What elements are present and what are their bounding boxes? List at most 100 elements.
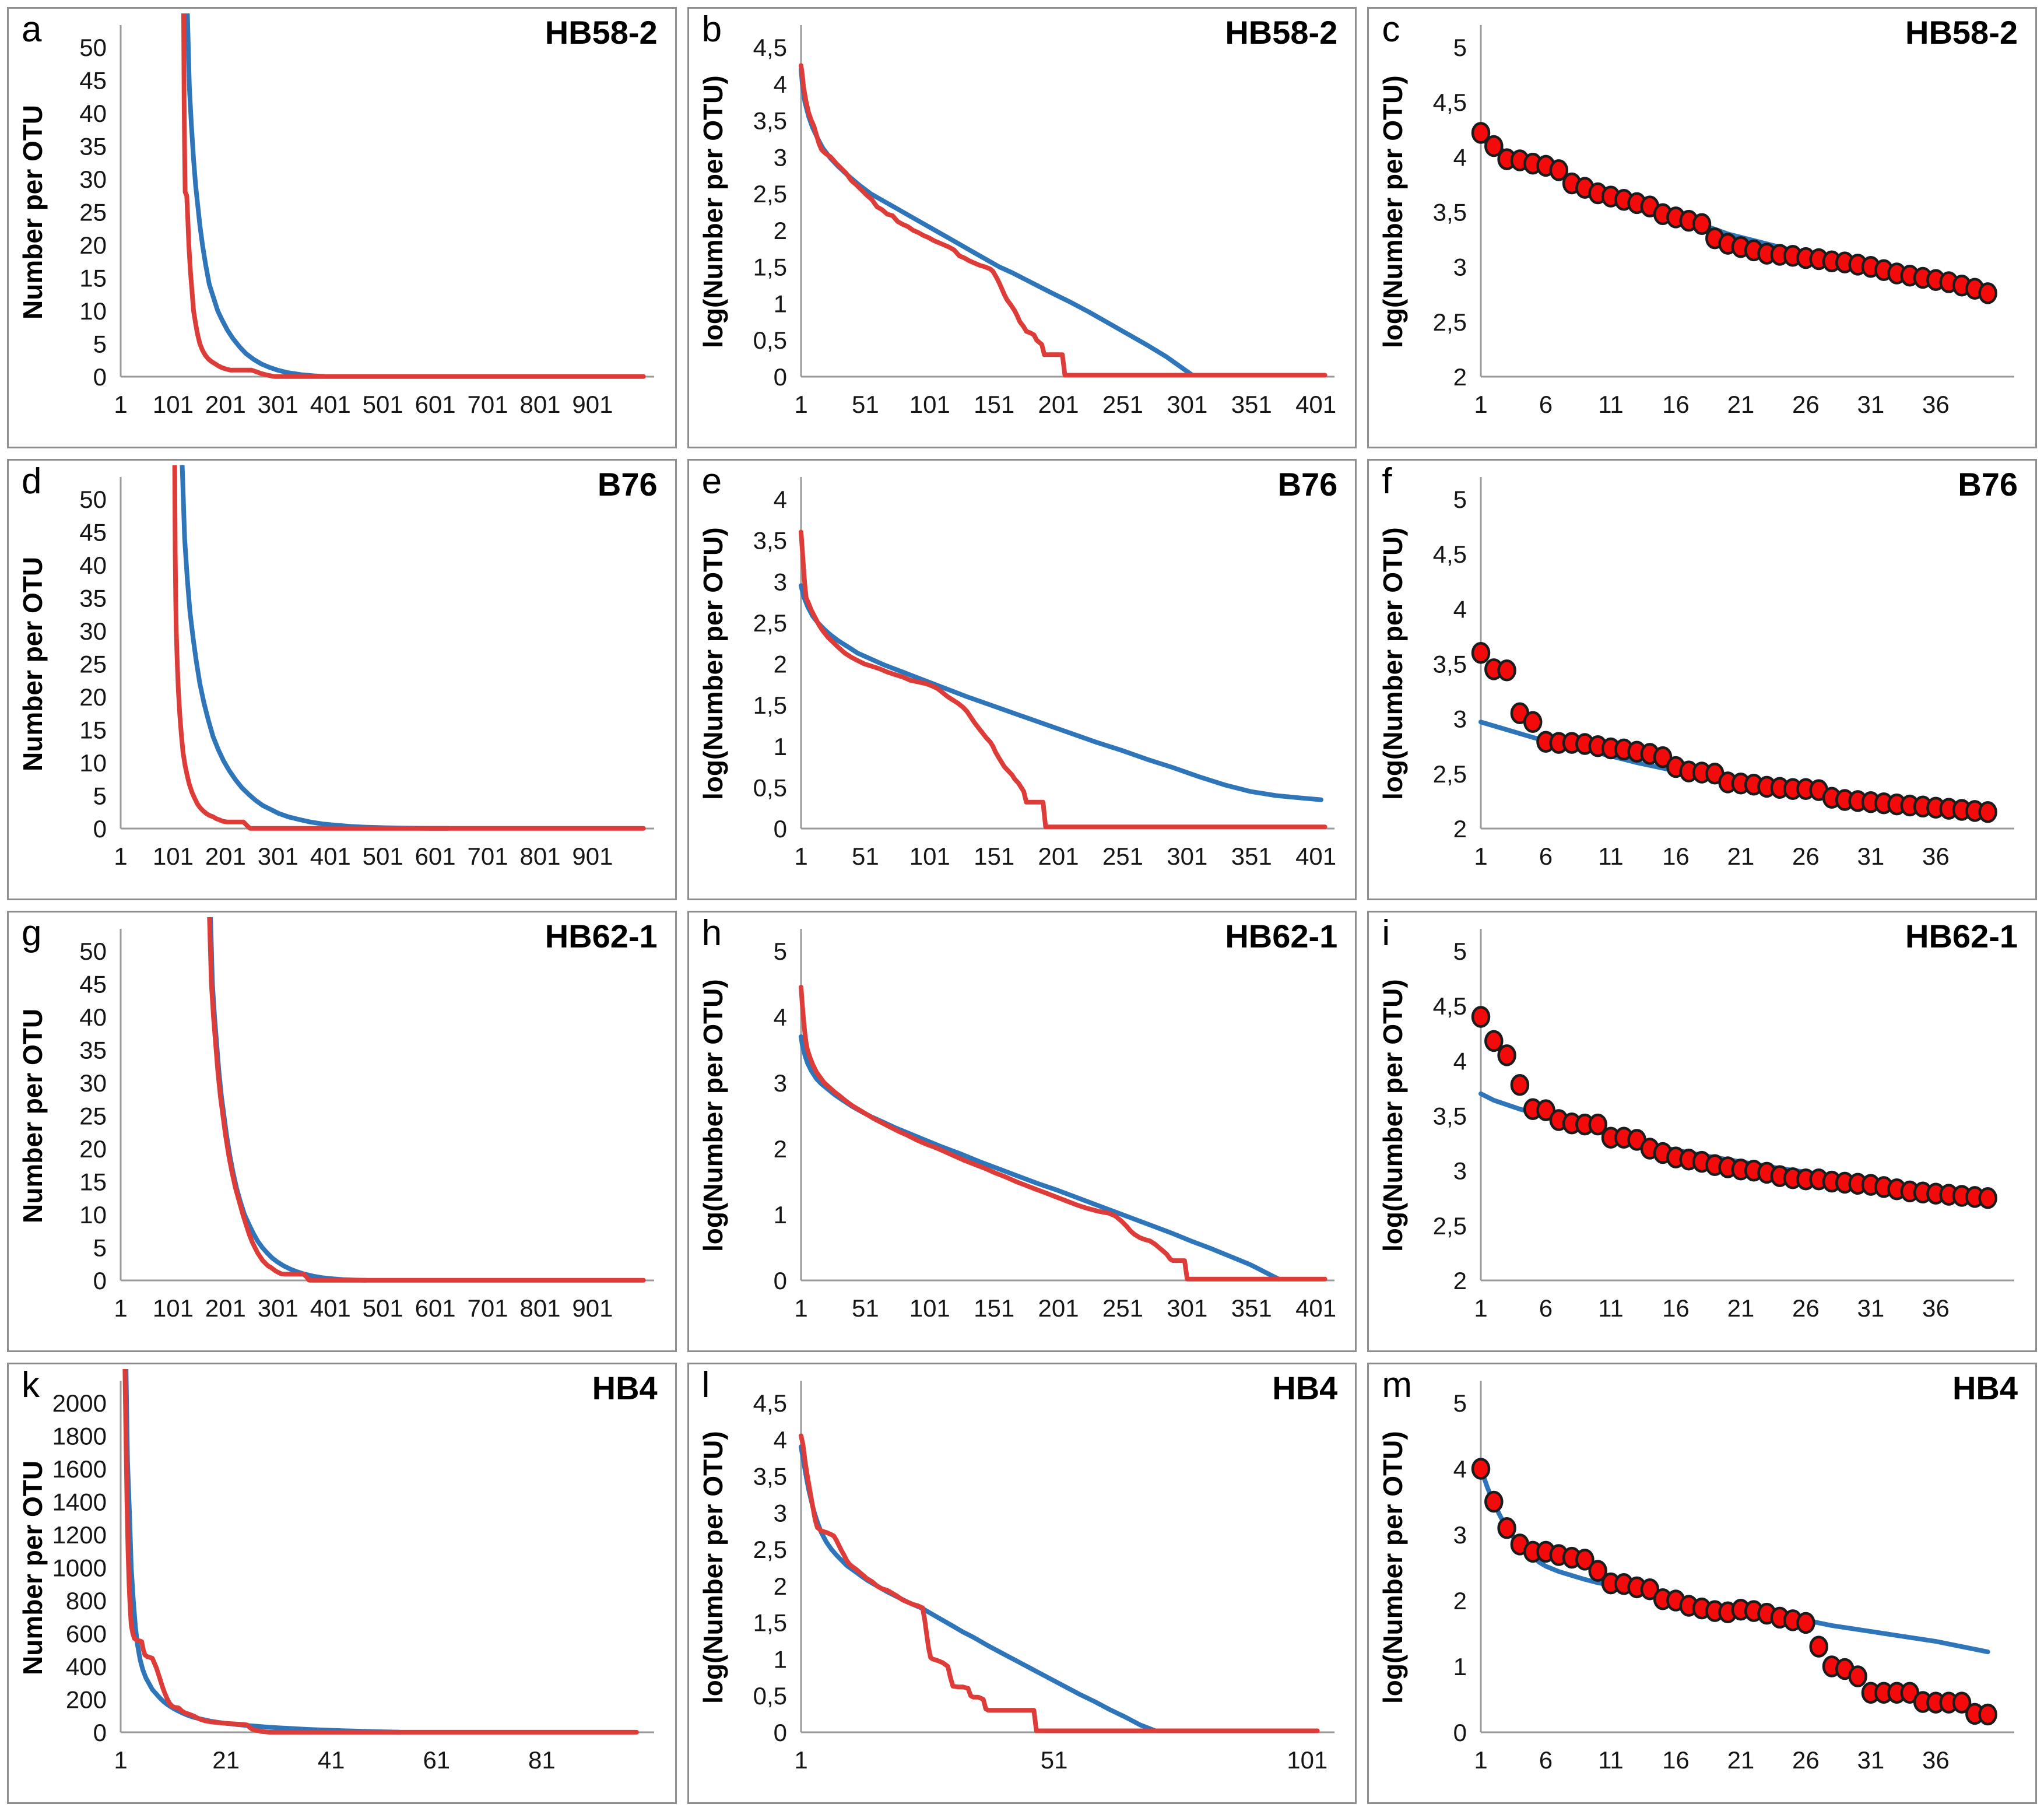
x-tick-label: 11 (1598, 1746, 1624, 1774)
x-tick-label: 51 (852, 843, 879, 870)
y-tick-label: 4 (1453, 143, 1467, 171)
observed-line (207, 917, 646, 1283)
panel-letter: d (22, 461, 42, 501)
x-tick-label: 401 (1295, 843, 1336, 870)
y-tick-label: 2 (773, 1135, 786, 1163)
y-tick-label: 5 (1453, 486, 1467, 513)
x-tick-label: 81 (528, 1746, 556, 1774)
observed-dot (1471, 1006, 1491, 1028)
y-tick-label: 0,5 (753, 774, 786, 801)
observed-dot (1978, 1187, 1998, 1209)
y-tick-label: 5 (1453, 938, 1467, 965)
x-tick-label: 601 (415, 391, 456, 418)
y-tick-label: 10 (79, 749, 107, 777)
x-tick-label: 351 (1231, 391, 1272, 418)
panel-m: m HB4 log(Number per OTU) 0 1 2 3 4 5 1 6 11 16 21 26 3… (1367, 1363, 2037, 1804)
fit-line (208, 917, 368, 1283)
x-tick-label: 401 (310, 391, 351, 418)
fit-line (798, 1444, 1158, 1733)
observed-dot (1978, 1703, 1998, 1726)
y-tick-label: 4 (773, 71, 786, 98)
y-tick-label: 30 (79, 617, 107, 645)
y-tick-label: 4,5 (753, 34, 786, 61)
chart-svg: 0 200 400 600 800 1000 1200 1400 1600 1800 2000 1 21… (52, 1369, 654, 1774)
x-tick-label: 36 (1922, 843, 1950, 870)
y-tick-label: 4 (1453, 595, 1467, 623)
x-tick-label: 31 (1857, 391, 1885, 418)
x-tick-label: 26 (1792, 1746, 1820, 1774)
x-tick-label: 901 (572, 1294, 613, 1322)
y-tick-label: 5 (1453, 1389, 1467, 1417)
y-tick-label: 4 (773, 1003, 786, 1031)
y-tick-label: 3 (1453, 254, 1467, 281)
y-tick-label: 4,5 (1433, 992, 1467, 1020)
y-tick-label: 0 (93, 363, 107, 391)
y-tick-label: 1600 (52, 1455, 107, 1483)
x-tick-label: 31 (1857, 1746, 1885, 1774)
x-tick-label: 701 (468, 843, 508, 870)
observed-dot (1471, 641, 1491, 664)
observed-line (798, 1433, 1320, 1733)
y-tick-label: 3 (1453, 706, 1467, 733)
x-tick-label: 16 (1662, 391, 1690, 418)
observed-dot (1796, 1612, 1815, 1634)
panel-letter: e (701, 461, 722, 501)
y-tick-label: 4,5 (1433, 541, 1467, 568)
panel-i: i HB62-1 log(Number per OTU) 2 2,5 3 3,5 4 4,5 5 1… (1367, 911, 2037, 1352)
x-tick-label: 201 (1038, 843, 1079, 870)
panel-title: HB62-1 (1225, 918, 1338, 954)
panel-letter: h (701, 913, 722, 953)
fit-line (798, 1034, 1281, 1282)
panel-title: HB4 (1272, 1370, 1338, 1406)
x-tick-label: 21 (1727, 1746, 1755, 1774)
y-tick-label: 3,5 (1433, 651, 1467, 678)
observed-dot (1484, 135, 1504, 157)
x-tick-label: 101 (909, 843, 950, 870)
x-tick-label: 151 (974, 391, 1014, 418)
observed-dot (1497, 659, 1517, 682)
x-tick-label: 901 (572, 843, 613, 870)
y-tick-label: 4 (1453, 1047, 1467, 1075)
observed-line (798, 985, 1327, 1282)
y-tick-label: 0 (1453, 1719, 1467, 1746)
y-tick-label: 1,5 (753, 254, 786, 281)
y-tick-label: 5 (93, 782, 107, 810)
observed-dot (1809, 1635, 1829, 1658)
x-tick-label: 1 (1474, 1746, 1488, 1774)
panel-title: B76 (1958, 466, 2018, 503)
y-tick-label: 0 (93, 1267, 107, 1294)
panel-title: HB58-2 (1905, 14, 2018, 51)
y-tick-label: 2000 (52, 1389, 107, 1417)
y-tick-label: 2,5 (753, 180, 786, 208)
y-tick-label: 20 (79, 1135, 107, 1163)
y-tick-label: 5 (1453, 34, 1467, 61)
x-tick-label: 501 (363, 1294, 403, 1322)
y-tick-label: 3 (773, 568, 786, 595)
observed-dot (1653, 746, 1673, 768)
y-tick-label: 3 (1453, 1157, 1467, 1185)
y-tick-label: 2 (1453, 1267, 1467, 1294)
observed-dot (1588, 1560, 1608, 1582)
x-tick-label: 151 (974, 1294, 1014, 1322)
y-tick-label: 1 (773, 1201, 786, 1229)
x-tick-label: 26 (1792, 843, 1820, 870)
x-tick-label: 11 (1598, 391, 1624, 418)
x-tick-label: 11 (1598, 1294, 1624, 1322)
x-tick-label: 501 (363, 843, 403, 870)
y-tick-label: 15 (79, 717, 107, 744)
x-tick-label: 21 (1727, 843, 1755, 870)
y-tick-label: 1 (773, 290, 786, 317)
y-tick-label: 1400 (52, 1489, 107, 1516)
y-tick-label: 1 (773, 733, 786, 760)
observed-dot (1848, 1665, 1868, 1687)
chart-svg: 22,533,544,551 6 11 16 21 26 31 36 (1433, 929, 2015, 1322)
y-tick-label: 2 (1453, 815, 1467, 843)
x-tick-label: 36 (1922, 1294, 1950, 1322)
y-tick-label: 20 (79, 683, 107, 711)
x-tick-label: 101 (153, 843, 194, 870)
y-tick-label: 5 (93, 1234, 107, 1262)
x-tick-label: 26 (1792, 1294, 1820, 1322)
y-tick-label: 35 (79, 1037, 107, 1064)
x-tick-label: 301 (258, 391, 298, 418)
